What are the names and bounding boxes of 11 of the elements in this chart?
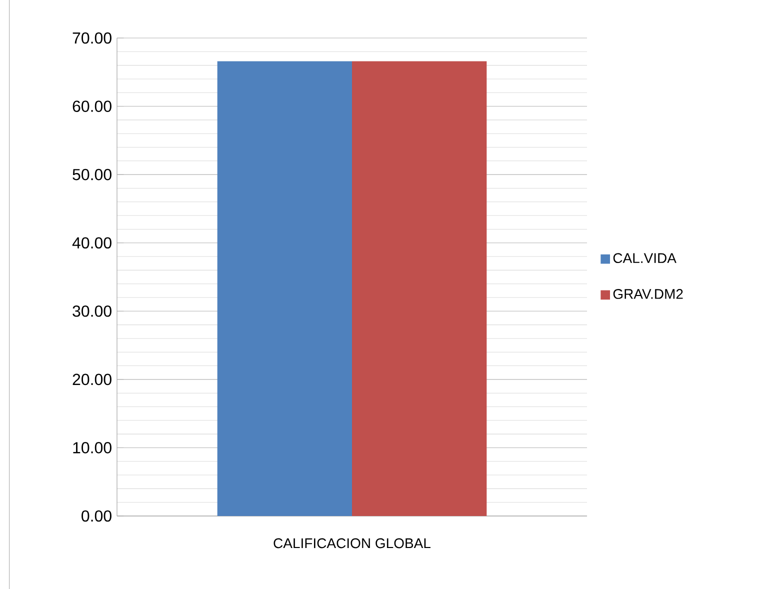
y-tick-label: 50.00 (72, 168, 112, 180)
y-tick-label: 10.00 (73, 442, 112, 454)
x-tick-label: CALIFICACION GLOBAL (274, 538, 430, 548)
y-tick-label: 30.00 (72, 305, 112, 317)
y-tick-label: 40.00 (72, 237, 112, 249)
y-tick-label: 20.00 (72, 374, 112, 386)
legend-label: CAL.VIDA (613, 253, 676, 264)
y-tick-label: 0.00 (82, 510, 112, 522)
y-tick-label: 70.00 (72, 32, 112, 44)
y-tick-label: 60.00 (72, 100, 112, 112)
legend-label: GRAV.DM2 (613, 289, 683, 299)
